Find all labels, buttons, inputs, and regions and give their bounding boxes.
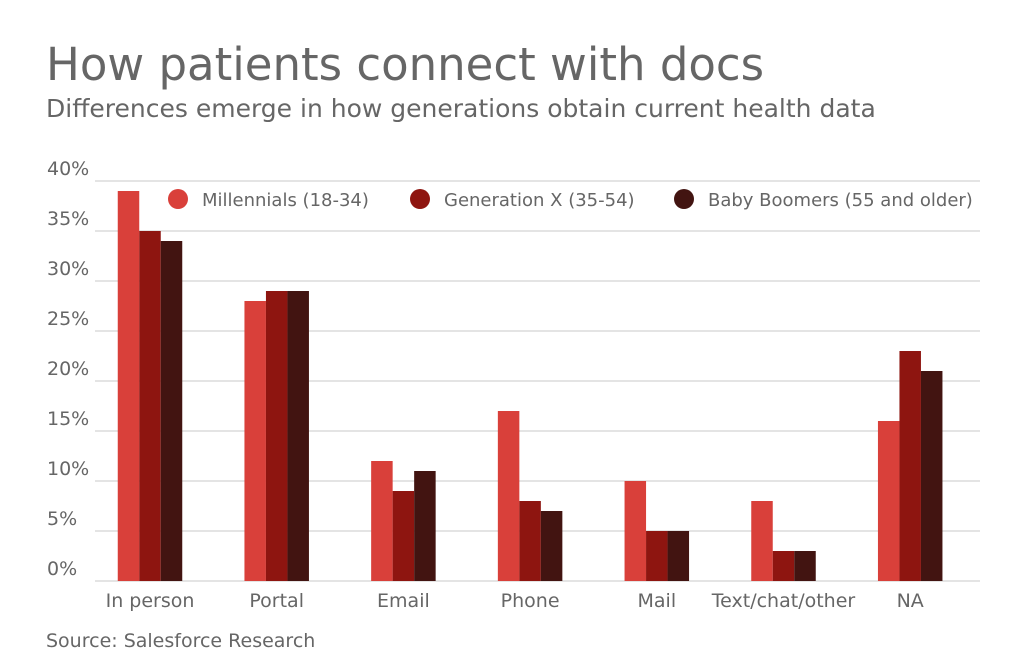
bar-generation [646, 531, 668, 581]
bar-baby [667, 531, 690, 581]
legend-label: Millennials (18-34) [202, 190, 369, 211]
bar-millennials [497, 411, 520, 581]
legend-label: Generation X (35-54) [444, 190, 635, 211]
y-tick-label: 20% [47, 358, 89, 380]
y-tick-label: 30% [47, 258, 89, 280]
legend-marker [168, 189, 188, 209]
chart-title: How patients connect with docs [46, 38, 765, 91]
bar-millennials [244, 301, 266, 581]
x-tick-label: Email [377, 590, 430, 612]
x-tick-label: NA [897, 590, 924, 612]
y-tick-label: 15% [47, 408, 89, 430]
bar-millennials [624, 481, 647, 581]
legend-label: Baby Boomers (55 and older) [708, 190, 973, 211]
y-tick-label: 10% [47, 458, 89, 480]
bar-generation [519, 501, 541, 581]
bar-baby [414, 471, 436, 581]
legend-marker [674, 189, 694, 209]
x-tick-label: Portal [249, 590, 304, 612]
bar-generation [139, 231, 161, 581]
source-note: Source: Salesforce Research [46, 630, 316, 652]
bar-baby [920, 371, 943, 581]
x-tick-label: Mail [638, 590, 677, 612]
y-tick-label: 35% [47, 208, 89, 230]
bar-baby [540, 511, 563, 581]
y-tick-label: 40% [47, 158, 89, 180]
x-tick-label: Text/chat/other [711, 590, 856, 612]
chart-subtitle: Differences emerge in how generations ob… [46, 94, 876, 123]
bar-baby [160, 241, 183, 581]
bar-millennials [117, 191, 140, 581]
legend-marker [410, 189, 430, 209]
bar-millennials [877, 421, 900, 581]
x-tick-label: In person [106, 590, 195, 612]
y-tick-label: 25% [47, 308, 89, 330]
x-tick-label: Phone [501, 590, 560, 612]
bar-baby [287, 291, 309, 581]
bar-baby [794, 551, 816, 581]
y-tick-label: 5% [47, 508, 77, 530]
bar-millennials [371, 461, 393, 581]
bar-generation [392, 491, 415, 581]
y-tick-label: 0% [47, 558, 77, 580]
bar-generation [772, 551, 795, 581]
bar-millennials [751, 501, 773, 581]
bar-generation [265, 291, 288, 581]
bar-generation [899, 351, 921, 581]
